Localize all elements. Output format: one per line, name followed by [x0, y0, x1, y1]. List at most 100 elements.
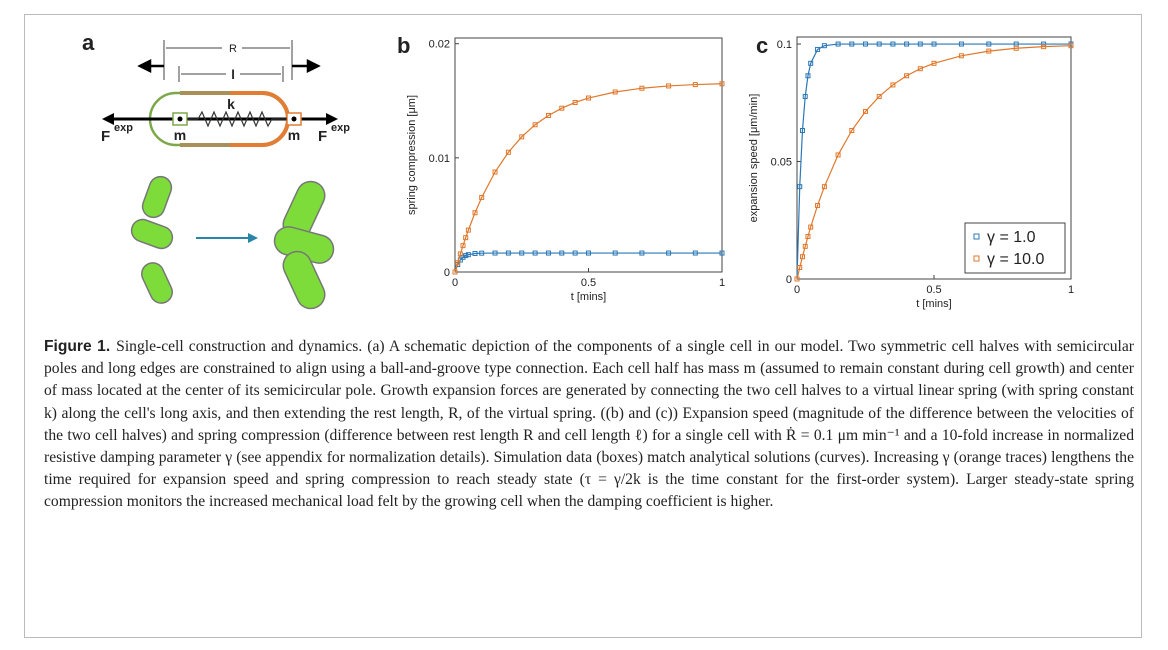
x-axis-label: t [mins]	[916, 298, 951, 310]
label-m: m	[288, 127, 300, 143]
marker	[545, 250, 551, 256]
marker	[519, 134, 525, 140]
marker	[958, 41, 964, 47]
label-exp: exp	[331, 122, 350, 134]
marker	[958, 53, 964, 59]
marker	[931, 60, 937, 66]
y-tick-label: 0.02	[429, 39, 450, 51]
marker	[612, 250, 618, 256]
marker	[805, 73, 811, 79]
marker	[849, 128, 855, 134]
marker	[986, 41, 992, 47]
marker	[457, 251, 463, 257]
curve	[796, 43, 1071, 280]
label-F: F	[318, 128, 327, 145]
marker	[505, 149, 511, 155]
label-F: F	[101, 128, 110, 145]
marker	[532, 122, 538, 128]
expansion-arrows	[137, 58, 321, 74]
marker	[460, 243, 466, 249]
marker	[639, 250, 645, 256]
y-tick-label: 0.1	[777, 39, 792, 51]
figure-frame	[24, 14, 1142, 638]
y-tick-label: 0	[444, 267, 450, 279]
label-R: R	[229, 43, 237, 55]
marker	[465, 252, 471, 258]
arrowhead	[248, 233, 258, 243]
marker	[545, 113, 551, 119]
marker	[797, 264, 803, 270]
legend-marker	[973, 255, 980, 262]
marker	[559, 105, 565, 111]
marker	[802, 243, 808, 249]
marker	[519, 250, 525, 256]
mass-center	[177, 116, 183, 122]
label-m: m	[174, 127, 186, 143]
curve	[796, 45, 1072, 280]
marker	[612, 89, 618, 95]
x-tick-label: 0.5	[581, 277, 596, 289]
marker	[455, 260, 461, 266]
marker	[505, 250, 511, 256]
marker	[572, 99, 578, 105]
label-l: l	[231, 67, 235, 82]
marker	[472, 251, 478, 257]
caption: Figure 1. Single-cell construction and dy…	[44, 336, 1134, 514]
marker	[821, 43, 827, 49]
label-k: k	[227, 96, 235, 112]
marker	[890, 82, 896, 88]
label-exp: exp	[114, 122, 133, 134]
marker	[876, 93, 882, 99]
y-axis-label: expansion speed [μm/min]	[748, 94, 760, 223]
panel-label: a	[82, 30, 95, 55]
marker	[931, 41, 937, 47]
marker	[586, 95, 591, 101]
marker	[532, 250, 538, 256]
marker	[802, 93, 808, 99]
marker	[986, 48, 992, 54]
marker	[719, 250, 725, 256]
marker	[479, 194, 485, 200]
marker	[463, 235, 469, 241]
spring	[187, 110, 287, 128]
marker	[863, 108, 868, 114]
marker	[1041, 44, 1047, 50]
marker	[835, 41, 841, 47]
marker	[799, 128, 805, 134]
mass-center	[291, 116, 297, 122]
marker	[472, 210, 478, 216]
y-tick-label: 0.01	[429, 153, 450, 165]
y-axis-label: spring compression [μm]	[406, 95, 418, 215]
marker	[821, 184, 827, 190]
marker	[572, 250, 578, 256]
x-tick-label: 0.5	[926, 284, 941, 296]
x-axis-label: t [mins]	[571, 291, 606, 303]
caption-text: Single-cell construction and dynamics. (…	[44, 338, 1134, 511]
curve	[454, 83, 723, 273]
marker	[917, 66, 923, 72]
marker	[794, 276, 800, 282]
figure: a R l k m m F exp F exp b c 0 0.5 1 0 0.01 0.…	[82, 30, 1074, 310]
marker	[808, 224, 814, 230]
marker	[797, 184, 803, 190]
marker	[692, 82, 698, 88]
marker	[492, 250, 498, 256]
marker	[666, 83, 672, 89]
marker	[463, 253, 469, 259]
marker	[586, 250, 591, 256]
marker	[692, 250, 698, 256]
marker	[492, 169, 498, 175]
marker	[917, 41, 923, 47]
y-tick-label: 0.05	[771, 157, 792, 169]
legend-marker	[973, 233, 980, 240]
panel-label: b	[397, 33, 410, 58]
x-tick-label: 1	[1068, 284, 1074, 296]
panel-label: c	[756, 33, 768, 58]
arrowhead	[102, 113, 114, 125]
x-tick-label: 0	[452, 277, 458, 289]
y-tick-label: 0	[786, 274, 792, 286]
marker	[904, 41, 910, 47]
marker	[719, 81, 725, 87]
marker	[1013, 45, 1019, 51]
